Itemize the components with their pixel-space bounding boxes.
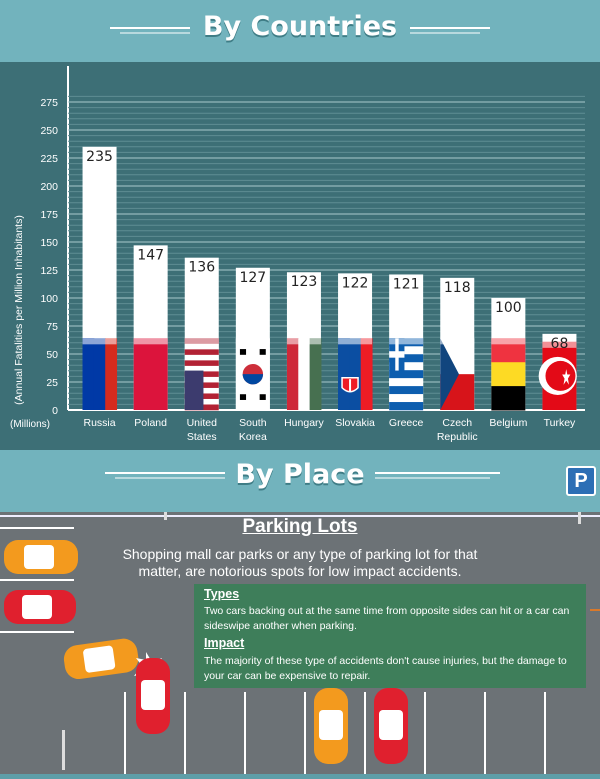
y-tick-label: 175 — [40, 209, 58, 221]
parking-lot-drawing — [0, 482, 600, 774]
bar-value-label: 121 — [393, 276, 420, 292]
bar-poland — [133, 245, 168, 410]
bar-value-label: 235 — [86, 149, 113, 165]
orange-car-icon — [4, 540, 78, 574]
impact-title: Impact — [204, 636, 245, 650]
bar-value-label: 100 — [495, 300, 522, 316]
countries-header-band — [0, 0, 600, 62]
poland-flag-icon — [133, 338, 168, 410]
red-car-icon — [374, 688, 408, 764]
bar-greece — [389, 274, 424, 411]
hungary-flag-icon — [286, 338, 322, 410]
fatalities-bar-chart: 0 25 50 75 100 125 150 175 200 225 250 275 235 Russi… — [10, 66, 585, 443]
tick-layer: 0 25 50 75 100 125 150 175 200 225 250 275 — [40, 97, 58, 417]
red-car-icon — [136, 658, 170, 734]
header-decor-lines — [110, 27, 490, 34]
x-tick-label: Republic — [437, 431, 478, 443]
bar-value-label: 147 — [137, 247, 164, 263]
y-tick-label: 150 — [40, 237, 58, 249]
bar-layer — [82, 146, 577, 411]
y-tick-label: 25 — [46, 377, 58, 389]
y-tick-label: 0 — [52, 405, 58, 417]
x-tick-label: Turkey — [544, 417, 576, 429]
info-box: Types Two cars backing out at the same t… — [194, 584, 586, 688]
bar-russia — [82, 146, 118, 411]
place-header-band — [0, 450, 600, 512]
x-tick-label: United — [187, 417, 218, 429]
bar-slovakia — [338, 273, 373, 410]
bar-value-label: 68 — [551, 336, 569, 352]
red-car-icon — [4, 590, 76, 624]
russia-flag-icon — [82, 338, 118, 410]
x-tick-label: Korea — [239, 431, 267, 443]
turkey-flag-icon — [538, 341, 577, 410]
bar-value-label: 118 — [444, 280, 471, 296]
y-tick-label: 75 — [46, 321, 58, 333]
x-tick-label: Russia — [83, 417, 115, 429]
y-tick-label: 250 — [40, 125, 58, 137]
bar-south-korea — [235, 267, 270, 410]
impact-text: The majority of these type of accidents … — [204, 655, 567, 682]
orange-car-icon — [314, 688, 348, 764]
parking-sign-icon: P — [566, 466, 596, 496]
x-tick-label: Czech — [442, 417, 472, 429]
place-heading: By Place — [235, 459, 365, 490]
y-tick-label: 200 — [40, 181, 58, 193]
y-tick-label: 125 — [40, 265, 58, 277]
x-tick-label: Hungary — [284, 417, 324, 429]
x-tick-label: Belgium — [489, 417, 527, 429]
parking-title: Parking Lots — [242, 516, 358, 537]
bar-hungary — [286, 272, 322, 410]
south-korea-flag-icon — [235, 338, 270, 410]
parking-description: Shopping mall car parks or any type of p… — [122, 546, 478, 579]
czech-flag-icon — [440, 338, 475, 410]
orange-car-icon — [63, 638, 139, 680]
bar-turkey — [538, 333, 577, 410]
countries-heading: By Countries — [202, 11, 398, 42]
x-tick-label: States — [187, 431, 217, 443]
x-unit-label: (Millions) — [10, 419, 50, 430]
y-tick-label: 100 — [40, 293, 58, 305]
y-axis-label: (Annual Fatalities per Million Inhabitan… — [13, 215, 25, 405]
label-layer: 235 Russia 147 Poland 136 United States 127 Sout… — [83, 149, 576, 443]
x-tick-label: Greece — [389, 417, 424, 429]
types-title: Types — [204, 587, 240, 601]
y-tick-label: 275 — [40, 97, 58, 109]
bar-czech — [440, 277, 475, 410]
x-tick-label: South — [239, 417, 267, 429]
greece-flag-icon — [389, 338, 424, 411]
bar-value-label: 123 — [291, 274, 318, 290]
bar-belgium — [491, 298, 526, 411]
bar-value-label: 122 — [342, 275, 369, 291]
types-text: Two cars backing out at the same time fr… — [204, 605, 570, 632]
bar-value-label: 136 — [188, 260, 215, 276]
y-tick-label: 50 — [46, 349, 58, 361]
x-tick-label: Poland — [134, 417, 167, 429]
belgium-flag-icon — [491, 338, 526, 411]
header-decor-lines — [105, 472, 500, 479]
slovakia-flag-icon — [338, 338, 373, 410]
usa-flag-icon — [184, 338, 219, 411]
bar-usa — [184, 257, 219, 411]
x-tick-label: Slovakia — [335, 417, 375, 429]
y-tick-label: 225 — [40, 153, 58, 165]
bar-value-label: 127 — [239, 270, 266, 286]
